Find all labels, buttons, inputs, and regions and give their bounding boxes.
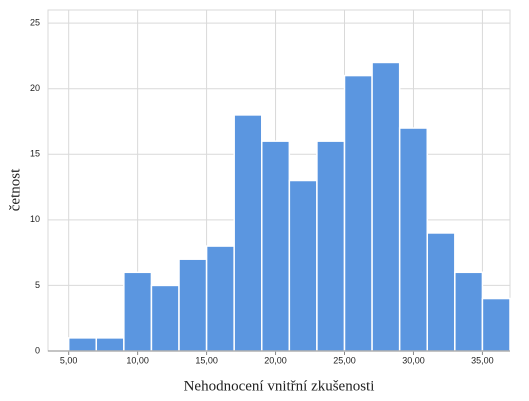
- x-tick-label: 25,00: [333, 355, 356, 365]
- bar: [178, 258, 208, 352]
- y-tick-label: 10: [30, 214, 40, 224]
- bar: [426, 232, 456, 352]
- y-axis-title: četnost: [7, 168, 23, 211]
- bar: [67, 337, 98, 352]
- y-tick-label: 25: [30, 17, 40, 27]
- x-tick-label: 5,00: [60, 355, 78, 365]
- x-tick-label: 35,00: [471, 355, 494, 365]
- bar: [288, 179, 318, 352]
- bar: [316, 140, 346, 352]
- y-tick-label: 5: [35, 280, 40, 290]
- x-tick-label: 20,00: [264, 355, 287, 365]
- bar: [123, 271, 153, 352]
- y-tick-label: 0: [35, 345, 40, 355]
- y-tick-label: 15: [30, 149, 40, 159]
- bar: [454, 271, 484, 352]
- bar: [261, 140, 291, 352]
- x-tick-label: 30,00: [402, 355, 425, 365]
- bar: [398, 127, 429, 352]
- bar: [233, 114, 263, 352]
- bar: [481, 297, 511, 352]
- x-tick-label: 15,00: [195, 355, 218, 365]
- bar: [371, 61, 401, 352]
- bar: [343, 74, 373, 352]
- x-axis-title: Nehodnocení vnitřní zkušenosti: [184, 378, 375, 394]
- bar: [205, 245, 235, 352]
- x-tick-label: 10,00: [126, 355, 149, 365]
- bar: [150, 284, 180, 352]
- bar: [95, 337, 125, 352]
- y-tick-label: 20: [30, 83, 40, 93]
